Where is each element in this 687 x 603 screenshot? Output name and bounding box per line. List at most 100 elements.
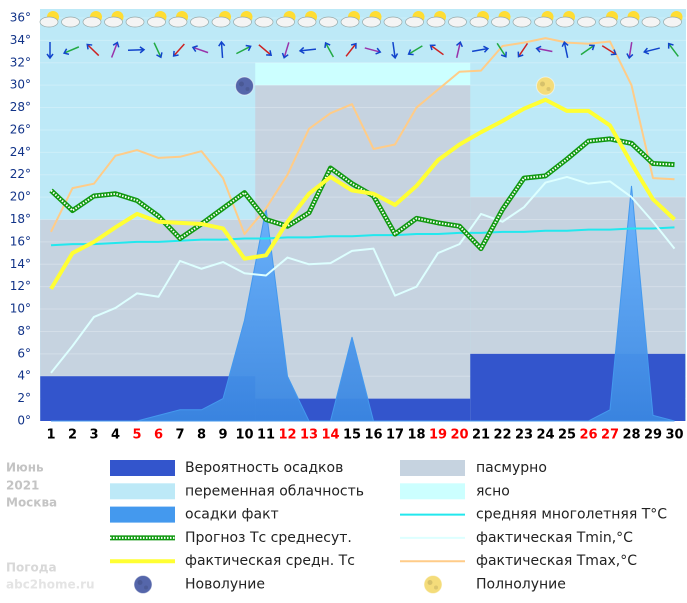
x-tick-label: 30: [665, 428, 683, 443]
x-tick-label: 28: [622, 428, 640, 443]
y-tick-label: 14°: [10, 257, 31, 271]
legend-swatch: [110, 506, 175, 523]
legend-moon: [423, 575, 443, 594]
y-tick-label: 36°: [10, 11, 31, 25]
wind-arrow: [127, 46, 146, 54]
wind-arrow: [667, 42, 679, 57]
wind-arrow-shaft: [127, 49, 144, 52]
wind-arrow-shaft: [300, 48, 317, 52]
wind-arrow: [110, 41, 120, 58]
legend-label: Новолуние: [185, 577, 265, 593]
y-tick-label: 4°: [17, 369, 31, 383]
y-tick-label: 12°: [10, 279, 31, 293]
y-tick-label: 26°: [10, 122, 31, 136]
wind-arrow-head: [589, 44, 596, 51]
weather-cloud: [620, 16, 639, 28]
wind-arrow-head: [324, 41, 331, 49]
legend-label: фактическая Tmax,°C: [476, 553, 637, 569]
wind-arrow-shaft: [580, 45, 594, 56]
wind-arrow: [258, 44, 273, 56]
weather-cloud: [319, 16, 338, 28]
wind-arrow: [626, 41, 634, 60]
moon: [235, 76, 254, 96]
wind-arrow-shaft: [409, 45, 423, 55]
weather-cloud: [211, 16, 231, 28]
legend-label: Прогноз Тс среднесут.: [185, 530, 352, 546]
x-tick-label: 27: [601, 428, 619, 443]
moon-crater: [245, 87, 250, 91]
legend-moon-crater: [434, 585, 438, 590]
y-tick-label: 10°: [10, 302, 31, 316]
wind-arrow: [580, 44, 596, 56]
legend-label: осадки факт: [185, 507, 279, 523]
wind-arrow: [153, 42, 163, 59]
moon-crater: [239, 81, 244, 87]
wind-arrow: [496, 42, 507, 58]
moon-crater: [546, 87, 551, 91]
wind-arrow-head: [350, 42, 357, 49]
wind-arrow-head: [218, 40, 226, 47]
wind-arrow-head: [500, 51, 507, 58]
x-tick-label: 26: [579, 428, 597, 443]
legend-moon-disc: [133, 575, 153, 594]
weather-cloud: [598, 16, 618, 28]
weather-cloud: [61, 16, 80, 28]
wind-arrow-head: [156, 52, 163, 59]
weather-cloud: [340, 16, 360, 28]
x-tick-label: 18: [407, 428, 425, 443]
wind-arrow: [643, 47, 660, 55]
legend-moon-crater: [144, 585, 148, 590]
wind-arrow: [62, 46, 80, 56]
moon-disc: [536, 76, 555, 96]
x-tick-label: 16: [364, 428, 382, 443]
wind-arrow-head: [281, 52, 289, 59]
wind-arrow-shaft: [537, 47, 553, 53]
wind-arrow-head: [139, 46, 146, 54]
wind-arrow: [281, 42, 290, 59]
x-tick-label: 5: [132, 428, 141, 443]
legend-label: ясно: [476, 483, 510, 499]
y-tick-label: 18°: [10, 212, 31, 226]
weather-cloud: [147, 16, 166, 28]
wind-arrow-head: [375, 47, 382, 55]
wind-arrow-shaft: [518, 42, 529, 57]
temperature-line: [49, 97, 676, 290]
moon-disc: [235, 76, 254, 96]
weather-cloud: [512, 16, 532, 28]
wind-arrow: [324, 41, 335, 58]
wind-arrow-head: [245, 44, 252, 52]
wind-arrow-shaft: [668, 43, 679, 57]
wind-arrow-head: [455, 40, 464, 48]
wind-arrow-shaft: [325, 43, 335, 58]
wind-arrow-shaft: [601, 45, 616, 55]
wind-arrow-head: [643, 47, 650, 55]
wind-arrow: [471, 45, 490, 53]
x-tick-label: 20: [450, 428, 468, 443]
y-tick-label: 6°: [17, 346, 31, 360]
wind-arrow-shaft: [496, 42, 506, 57]
wind-arrow-head: [62, 48, 70, 56]
x-tick-label: 6: [154, 428, 163, 443]
weather-cloud: [641, 16, 661, 28]
legend-label: Вероятность осадков: [185, 460, 343, 476]
weather-cloud: [190, 16, 209, 28]
wind-arrow-shaft: [471, 48, 488, 53]
weather-cloud: [383, 16, 403, 28]
weather-cloud: [104, 16, 123, 28]
caption-month: Июнь: [6, 461, 44, 475]
wind-arrow: [429, 44, 444, 56]
y-tick-label: 34°: [10, 33, 31, 47]
x-tick-label: 7: [175, 428, 184, 443]
temperature-line: [49, 136, 675, 252]
legend-label: фактическая Tmin,°C: [476, 530, 633, 546]
wind-arrow-head: [483, 45, 490, 53]
weather-cloud: [555, 16, 575, 28]
wind-arrow: [364, 47, 382, 55]
wind-arrow: [601, 45, 617, 56]
wind-arrow: [345, 42, 357, 57]
wind-arrow: [517, 42, 529, 58]
wind-arrow-shaft: [153, 42, 162, 57]
legend-moon-disc: [423, 575, 443, 594]
legend-label: средняя многолетняя T°C: [476, 507, 667, 523]
legend-moon: [133, 575, 153, 594]
